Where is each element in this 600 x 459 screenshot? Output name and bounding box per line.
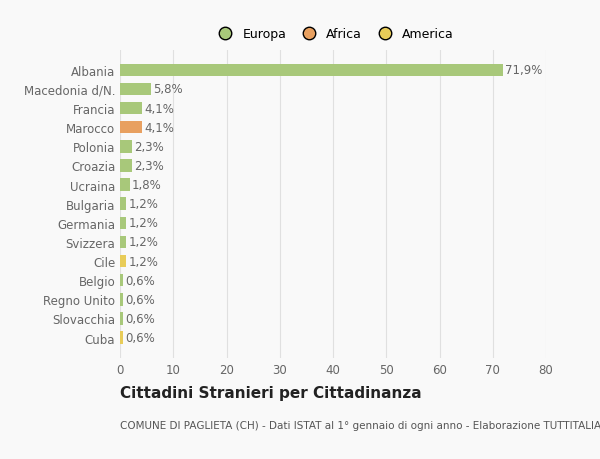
Bar: [120, 122, 142, 134]
Text: 0,6%: 0,6%: [125, 312, 155, 325]
Bar: [120, 313, 123, 325]
Bar: [120, 141, 132, 153]
Text: 1,2%: 1,2%: [128, 236, 158, 249]
Text: 4,1%: 4,1%: [144, 122, 174, 134]
Text: 0,6%: 0,6%: [125, 293, 155, 306]
Bar: [120, 84, 151, 96]
Bar: [120, 332, 123, 344]
Text: COMUNE DI PAGLIETA (CH) - Dati ISTAT al 1° gennaio di ogni anno - Elaborazione T: COMUNE DI PAGLIETA (CH) - Dati ISTAT al …: [120, 420, 600, 430]
Bar: [120, 103, 142, 115]
Text: Cittadini Stranieri per Cittadinanza: Cittadini Stranieri per Cittadinanza: [120, 386, 422, 401]
Bar: [120, 179, 130, 191]
Bar: [120, 217, 127, 230]
Bar: [120, 160, 132, 172]
Text: 0,6%: 0,6%: [125, 274, 155, 287]
Bar: [120, 293, 123, 306]
Bar: [120, 64, 503, 77]
Text: 71,9%: 71,9%: [505, 64, 542, 77]
Text: 5,8%: 5,8%: [153, 83, 182, 96]
Text: 2,3%: 2,3%: [134, 160, 164, 173]
Text: 4,1%: 4,1%: [144, 102, 174, 115]
Text: 1,2%: 1,2%: [128, 255, 158, 268]
Bar: [120, 274, 123, 287]
Legend: Europa, Africa, America: Europa, Africa, America: [207, 23, 459, 46]
Text: 1,8%: 1,8%: [132, 179, 161, 192]
Text: 0,6%: 0,6%: [125, 331, 155, 344]
Bar: [120, 255, 127, 268]
Bar: [120, 198, 127, 211]
Text: 1,2%: 1,2%: [128, 217, 158, 230]
Text: 1,2%: 1,2%: [128, 198, 158, 211]
Text: 2,3%: 2,3%: [134, 140, 164, 153]
Bar: [120, 236, 127, 249]
